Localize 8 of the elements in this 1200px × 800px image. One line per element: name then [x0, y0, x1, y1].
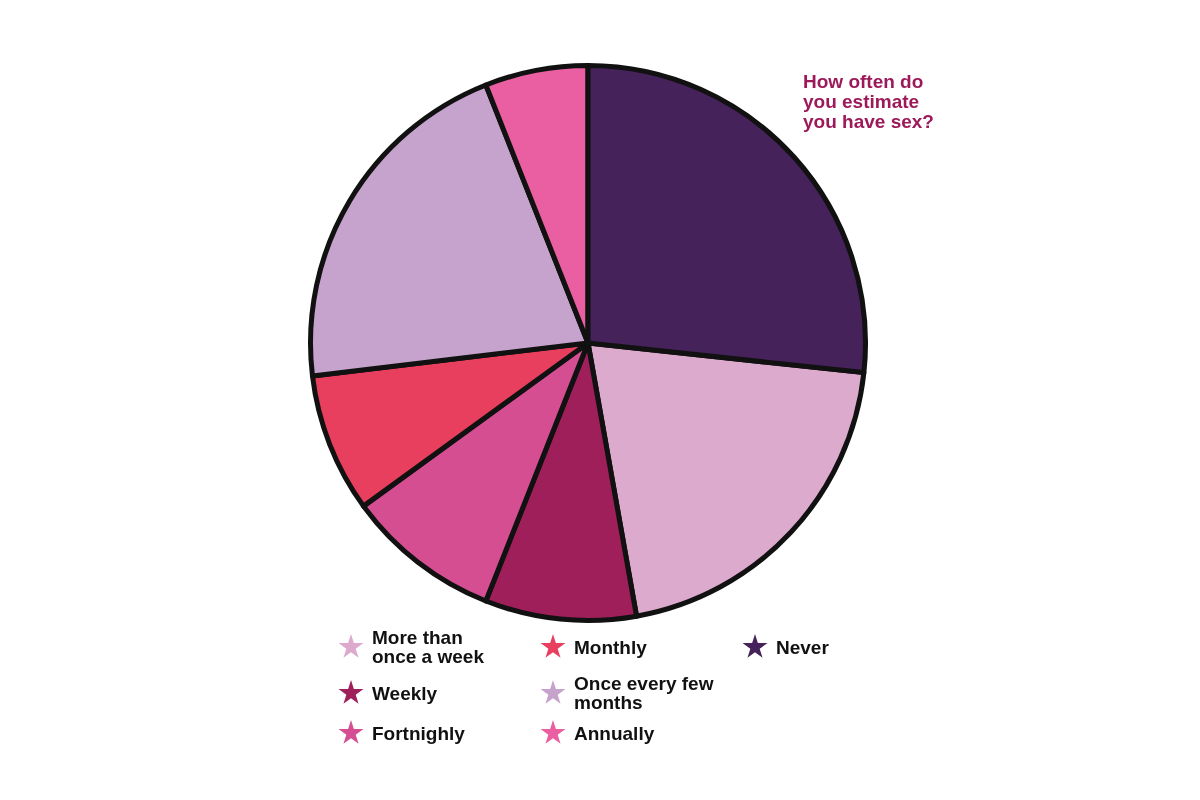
legend-label: Fortnighly — [372, 722, 466, 744]
legend-label: Weekly — [372, 682, 439, 704]
legend-label: Once every few months — [574, 673, 714, 713]
legend-label: Annually — [574, 722, 656, 744]
legend-label: More than once a week — [372, 627, 485, 667]
legend-label: Monthly — [574, 636, 648, 658]
legend-label: Never — [776, 636, 830, 658]
text: How often do you estimate you have sex? — [803, 71, 935, 132]
